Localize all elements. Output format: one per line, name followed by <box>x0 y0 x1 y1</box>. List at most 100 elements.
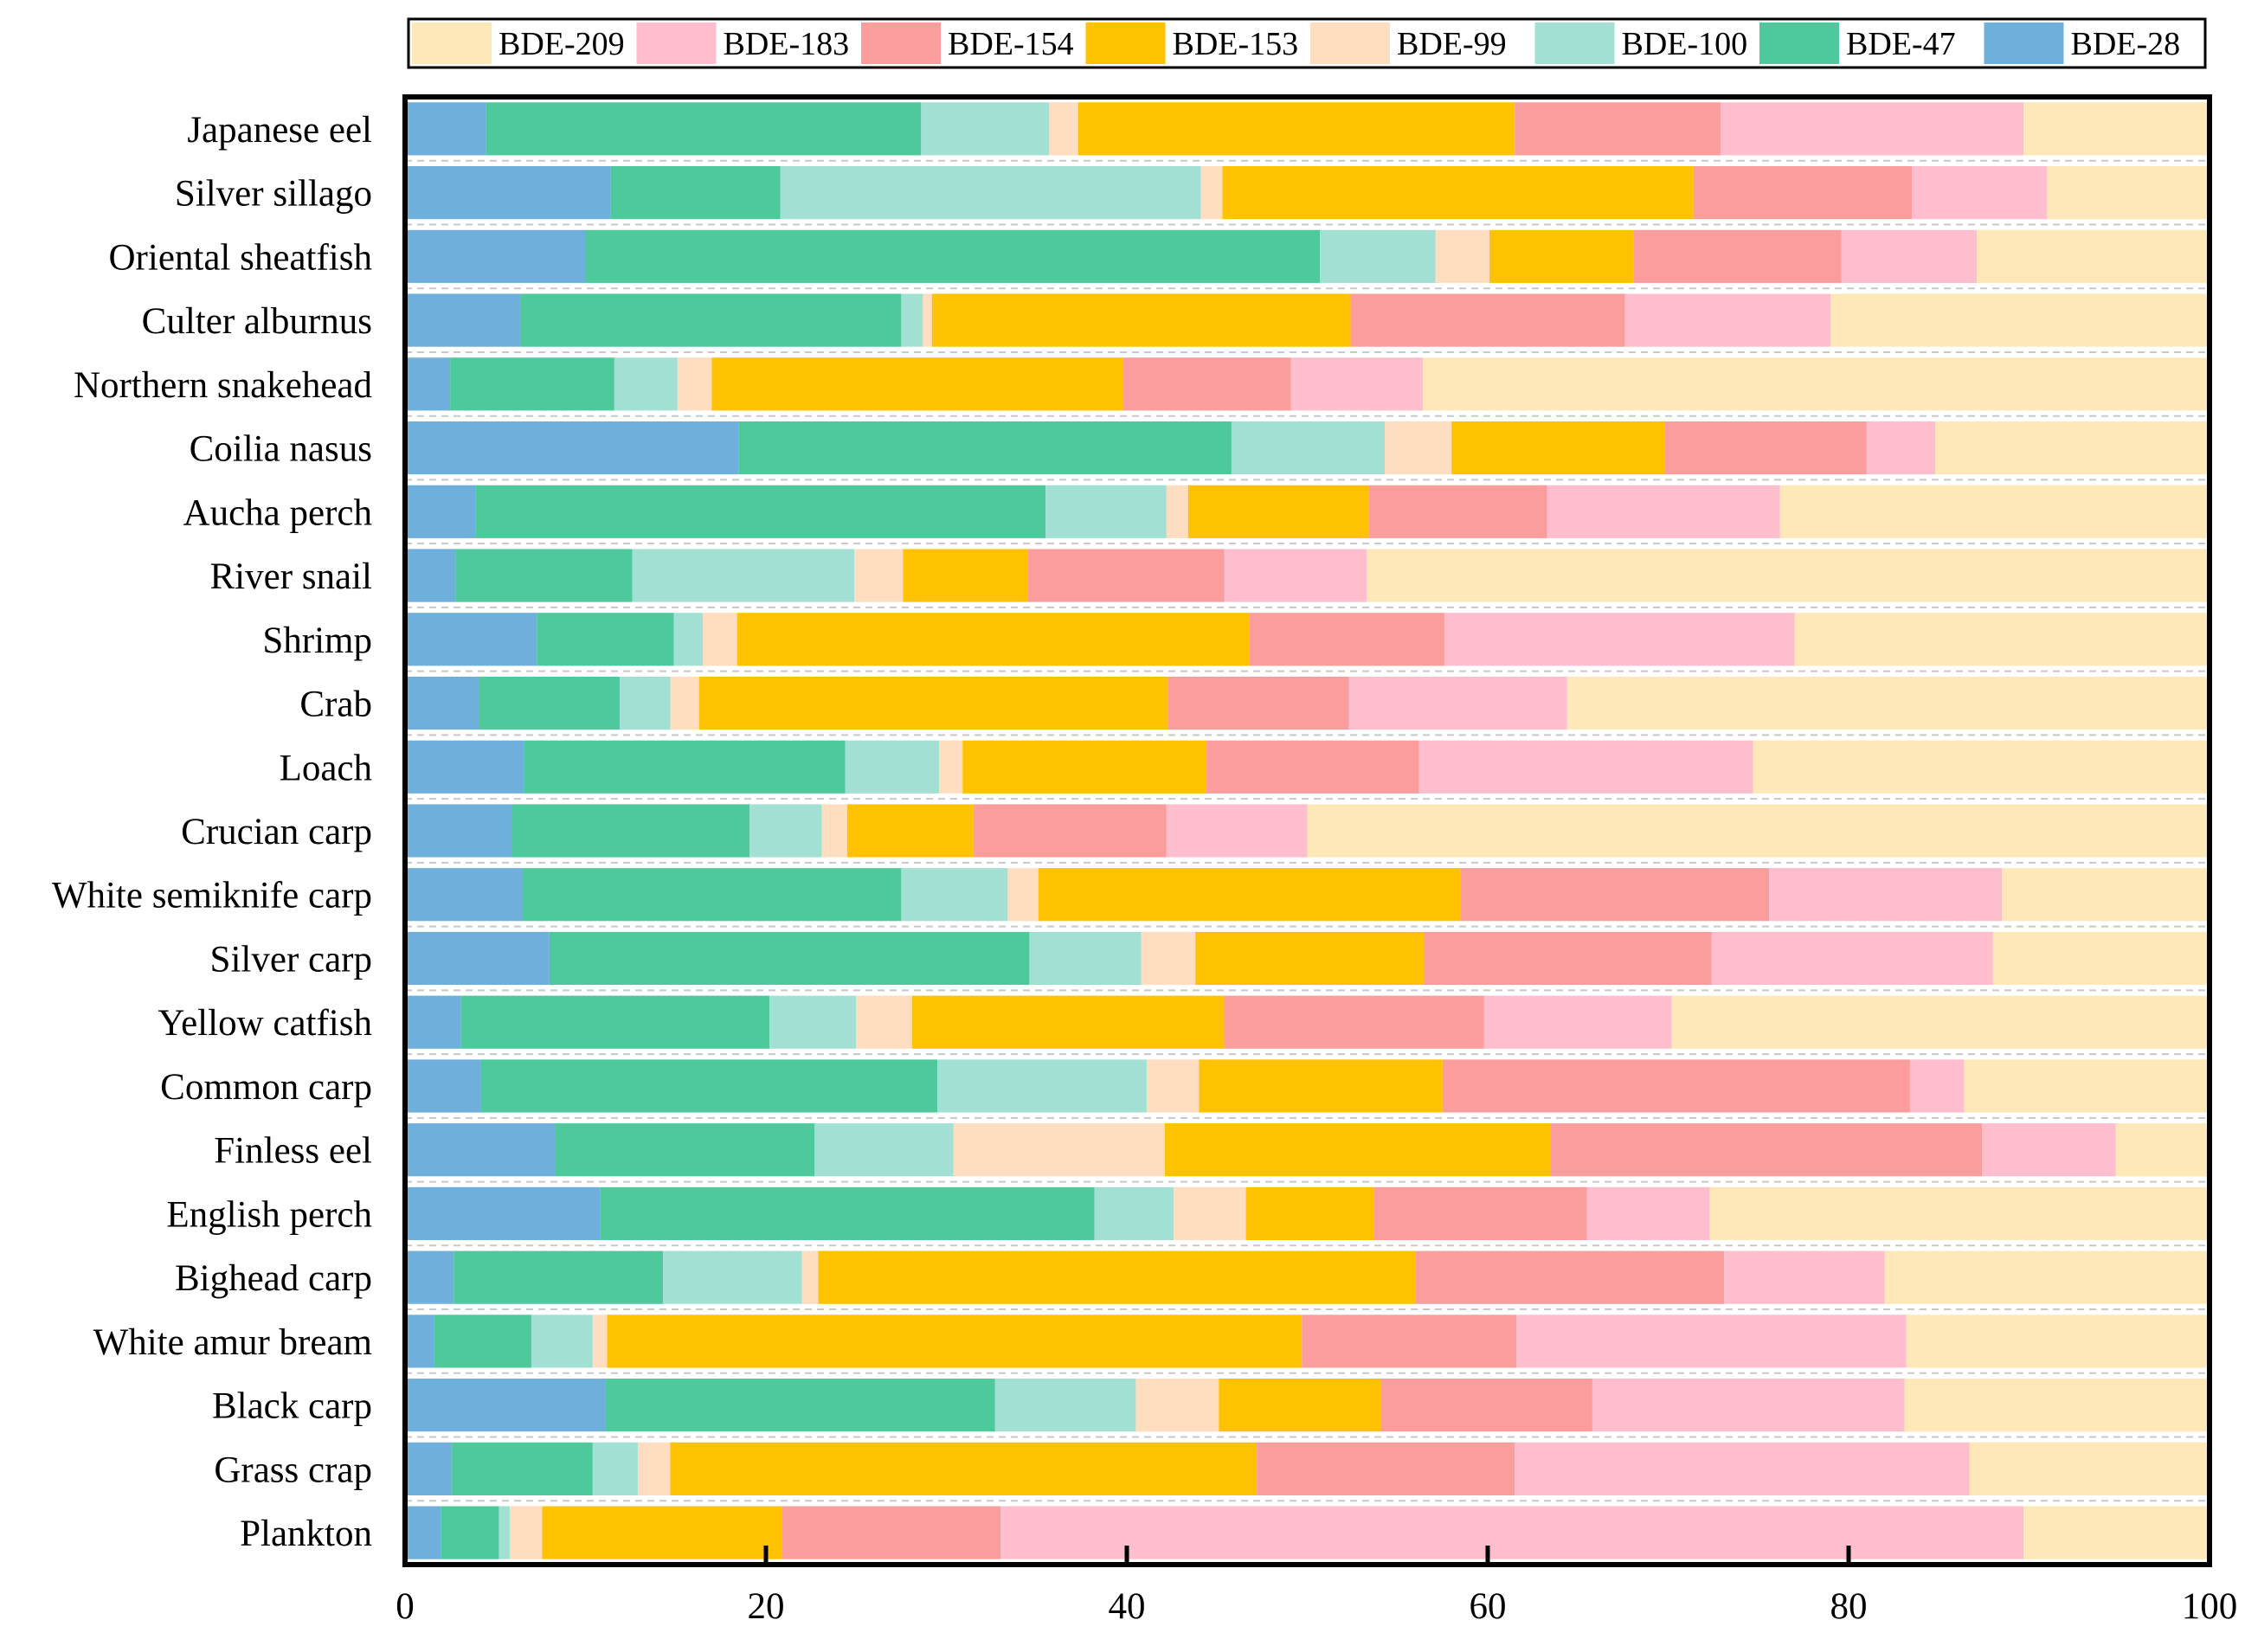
legend-label-bde-209: BDE-209 <box>499 26 625 62</box>
bar-yellow-catfish-bde-28 <box>405 995 461 1049</box>
bar-coilia-nasus-bde-183 <box>1866 421 1936 475</box>
bar-plankton-bde-47 <box>441 1506 499 1559</box>
bar-yellow-catfish-bde-100 <box>769 995 857 1049</box>
bar-silver-sillago-bde-47 <box>610 166 781 220</box>
bar-oriental-sheatfish-bde-28 <box>405 229 586 283</box>
bar-culter-alburnus-bde-153 <box>931 293 1351 347</box>
bar-crucian-carp-bde-209 <box>1307 804 2210 858</box>
bar-northern-snakehead-bde-47 <box>450 357 614 411</box>
x-tick-label: 100 <box>2182 1586 2238 1627</box>
bar-grass-crap-bde-153 <box>670 1442 1258 1495</box>
bar-aucha-perch-bde-209 <box>1779 485 2210 538</box>
bar-black-carp-bde-153 <box>1219 1379 1381 1432</box>
bar-bighead-carp-bde-100 <box>663 1250 802 1304</box>
x-axis: 0 20 40 60 80 100 <box>396 1546 2237 1627</box>
bar-black-carp-bde-209 <box>1904 1379 2210 1432</box>
bar-japanese-eel-bde-154 <box>1515 102 1721 156</box>
bar-crab-bde-209 <box>1566 676 2210 730</box>
legend-swatch-bde-100 <box>1534 22 1615 64</box>
bar-river-snail-bde-154 <box>1027 549 1225 602</box>
bar-shrimp-bde-100 <box>673 613 704 666</box>
bar-river-snail-bde-47 <box>455 549 633 602</box>
bar-crucian-carp-bde-47 <box>511 804 750 858</box>
bar-common-carp-bde-209 <box>1964 1059 2210 1113</box>
bar-aucha-perch-bde-183 <box>1547 485 1780 538</box>
bar-white-amur-bream-bde-47 <box>434 1315 531 1368</box>
bar-silver-sillago-bde-100 <box>780 166 1201 220</box>
legend-swatch-bde-154 <box>861 22 941 64</box>
bar-white-amur-bream-bde-100 <box>531 1315 593 1368</box>
bar-silver-sillago-bde-209 <box>2047 166 2210 220</box>
bar-coilia-nasus-bde-28 <box>405 421 739 475</box>
bar-plankton-bde-153 <box>542 1506 782 1559</box>
bar-coilia-nasus-bde-153 <box>1451 421 1665 475</box>
y-category-label: Coilia nasus <box>190 429 372 470</box>
bar-english-perch-bde-154 <box>1373 1186 1587 1241</box>
bar-river-snail-bde-28 <box>405 549 456 602</box>
y-category-label: Japanese eel <box>187 110 372 151</box>
bar-bighead-carp-bde-153 <box>818 1250 1416 1304</box>
bar-crucian-carp-bde-153 <box>846 804 974 858</box>
bar-crucian-carp-bde-28 <box>405 804 512 858</box>
bar-finless-eel-bde-209 <box>2115 1123 2210 1177</box>
bar-white-semiknife-carp-bde-153 <box>1038 868 1461 922</box>
bar-silver-sillago-bde-154 <box>1693 166 1912 220</box>
y-category-label: White semiknife carp <box>52 876 372 916</box>
bar-japanese-eel-bde-100 <box>921 102 1050 156</box>
bar-oriental-sheatfish-bde-47 <box>585 229 1321 283</box>
bar-finless-eel-bde-100 <box>814 1123 954 1177</box>
bar-river-snail-bde-100 <box>632 549 855 602</box>
bar-finless-eel-bde-99 <box>953 1123 1165 1177</box>
bar-common-carp-bde-47 <box>480 1059 938 1113</box>
x-tick-label: 20 <box>748 1586 785 1627</box>
bar-aucha-perch-bde-47 <box>475 485 1046 538</box>
bar-black-carp-bde-99 <box>1135 1379 1219 1432</box>
bar-silver-sillago-bde-183 <box>1911 166 2048 220</box>
bar-loach-bde-209 <box>1753 740 2210 794</box>
bar-northern-snakehead-bde-28 <box>405 357 451 411</box>
bar-finless-eel-bde-153 <box>1164 1123 1551 1177</box>
bar-yellow-catfish-bde-209 <box>1671 995 2210 1049</box>
bar-northern-snakehead-bde-99 <box>677 357 712 411</box>
bar-loach-bde-183 <box>1418 740 1753 794</box>
legend-swatch-bde-209 <box>412 22 492 64</box>
bar-northern-snakehead-bde-100 <box>614 357 678 411</box>
y-category-label: English perch <box>166 1194 372 1235</box>
bar-aucha-perch-bde-154 <box>1368 485 1547 538</box>
bar-english-perch-bde-209 <box>1709 1186 2210 1241</box>
bar-japanese-eel-bde-153 <box>1077 102 1515 156</box>
bar-grass-crap-bde-183 <box>1515 1442 1970 1495</box>
legend-label-bde-99: BDE-99 <box>1397 26 1507 62</box>
x-tick-label: 40 <box>1109 1586 1146 1627</box>
bar-white-amur-bream-bde-183 <box>1516 1315 1907 1368</box>
y-category-label: Plankton <box>240 1514 372 1554</box>
bar-white-amur-bream-bde-28 <box>405 1315 434 1368</box>
bar-common-carp-bde-28 <box>405 1059 481 1113</box>
bar-culter-alburnus-bde-183 <box>1624 293 1831 347</box>
bar-northern-snakehead-bde-209 <box>1422 357 2210 411</box>
bar-bighead-carp-bde-47 <box>454 1250 664 1304</box>
bar-aucha-perch-bde-99 <box>1166 485 1188 538</box>
bar-silver-carp-bde-154 <box>1425 931 1712 986</box>
x-tick-label: 0 <box>396 1586 415 1627</box>
bar-aucha-perch-bde-100 <box>1045 485 1167 538</box>
bar-loach-bde-153 <box>962 740 1206 794</box>
legend-label-bde-100: BDE-100 <box>1622 26 1748 62</box>
legend-swatch-bde-28 <box>1984 22 2064 64</box>
y-category-label: Shrimp <box>262 620 372 661</box>
bar-common-carp-bde-153 <box>1199 1059 1443 1113</box>
bar-coilia-nasus-bde-154 <box>1664 421 1867 475</box>
bar-oriental-sheatfish-bde-99 <box>1435 229 1490 283</box>
bar-culter-alburnus-bde-47 <box>520 293 902 347</box>
gridlines <box>405 159 2210 1502</box>
bar-culter-alburnus-bde-154 <box>1350 293 1625 347</box>
bar-japanese-eel-bde-47 <box>486 102 922 156</box>
bar-northern-snakehead-bde-183 <box>1290 357 1423 411</box>
bar-grass-crap-bde-100 <box>592 1442 638 1495</box>
bar-coilia-nasus-bde-209 <box>1935 421 2210 475</box>
bar-english-perch-bde-28 <box>405 1186 601 1241</box>
bar-white-semiknife-carp-bde-209 <box>2002 868 2210 922</box>
bar-japanese-eel-bde-28 <box>405 102 486 156</box>
y-category-label: Crucian carp <box>181 812 372 852</box>
bar-finless-eel-bde-183 <box>1982 1123 2116 1177</box>
